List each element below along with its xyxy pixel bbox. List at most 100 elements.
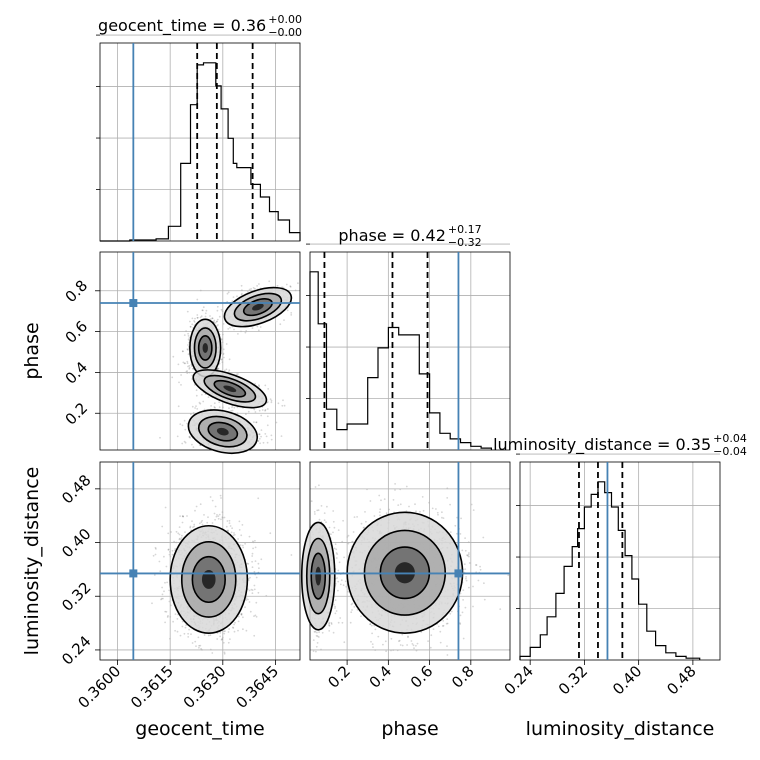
sample-point <box>222 348 225 351</box>
sample-point <box>270 401 273 404</box>
sample-point <box>216 309 219 312</box>
sample-point <box>240 613 243 616</box>
sample-point <box>227 631 230 633</box>
sample-point <box>250 588 253 591</box>
sample-point <box>289 286 292 288</box>
sample-point <box>261 409 264 411</box>
sample-point <box>333 526 336 529</box>
sample-point <box>290 314 293 316</box>
sample-point <box>201 309 204 312</box>
sample-point <box>283 404 286 407</box>
sample-point <box>196 316 199 319</box>
sample-point <box>215 515 218 518</box>
sample-point <box>223 651 226 654</box>
sample-point <box>167 615 169 617</box>
sample-point <box>251 592 254 595</box>
sample-point <box>218 315 221 318</box>
sample-point <box>313 511 316 513</box>
sample-point <box>240 293 243 296</box>
sample-point <box>155 548 157 550</box>
sample-point <box>160 598 162 601</box>
sample-point <box>218 401 221 404</box>
sample-point <box>317 636 320 638</box>
sample-point <box>264 433 267 435</box>
sample-point <box>332 531 334 534</box>
sample-point <box>255 576 258 579</box>
sample-point <box>264 384 267 387</box>
sample-point <box>209 318 212 320</box>
sample-point <box>244 606 246 609</box>
sample-point <box>211 317 214 320</box>
sample-point <box>198 522 201 525</box>
sample-point <box>242 628 244 631</box>
sample-point <box>200 315 203 318</box>
sample-point <box>196 314 199 316</box>
sample-point <box>194 407 197 409</box>
sample-point <box>240 612 243 615</box>
sample-point <box>209 634 212 637</box>
sample-point <box>195 505 198 508</box>
sample-point <box>183 362 186 365</box>
sample-point <box>183 334 186 336</box>
sample-point <box>247 579 250 582</box>
sample-point <box>186 310 189 313</box>
sample-point <box>464 549 467 552</box>
sample-point <box>258 384 260 386</box>
sample-point <box>330 623 333 625</box>
sample-point <box>181 442 184 445</box>
sample-point <box>254 546 257 549</box>
sample-point <box>191 405 194 408</box>
sample-point <box>195 645 197 647</box>
sample-point <box>277 402 280 405</box>
sample-point <box>253 421 255 423</box>
sample-point <box>254 539 256 542</box>
sample-point <box>225 525 228 528</box>
sample-point <box>229 326 231 329</box>
sample-point <box>171 553 174 556</box>
sample-point <box>201 523 204 526</box>
sample-point <box>289 285 292 288</box>
sample-point <box>216 320 218 323</box>
sample-point <box>328 526 331 529</box>
sample-point <box>225 368 228 371</box>
sample-point <box>163 555 165 558</box>
sample-point <box>318 518 321 521</box>
sample-point <box>370 624 373 627</box>
sample-point <box>189 526 192 529</box>
sample-point <box>351 602 354 605</box>
sample-point <box>246 290 249 293</box>
sample-point <box>189 325 192 328</box>
sample-point <box>206 521 209 524</box>
sample-point <box>168 589 171 592</box>
sample-point <box>336 553 339 555</box>
sample-point <box>254 560 257 562</box>
sample-point <box>196 408 199 410</box>
sample-point <box>179 634 182 637</box>
sample-point <box>275 421 278 424</box>
sample-point <box>176 435 179 438</box>
sample-point <box>178 533 181 536</box>
sample-point <box>239 544 242 546</box>
sample-point <box>240 284 243 287</box>
sample-point <box>254 382 256 385</box>
sample-point <box>412 644 415 647</box>
sample-point <box>244 331 247 334</box>
sample-point <box>216 514 218 516</box>
sample-point <box>194 509 196 512</box>
sample-point <box>297 282 299 285</box>
sample-point <box>178 526 181 528</box>
sample-point <box>266 415 269 418</box>
sample-point <box>184 362 187 365</box>
sample-point <box>202 306 205 309</box>
sample-point <box>210 405 213 407</box>
sample-point <box>202 309 204 312</box>
sample-point <box>184 626 187 629</box>
sample-point <box>188 628 191 631</box>
sample-point <box>314 486 317 488</box>
sample-point <box>220 339 223 341</box>
sample-point <box>209 496 212 498</box>
sample-point <box>186 515 188 517</box>
sample-point <box>281 404 284 407</box>
sample-point <box>195 389 198 392</box>
sample-point <box>265 435 268 438</box>
